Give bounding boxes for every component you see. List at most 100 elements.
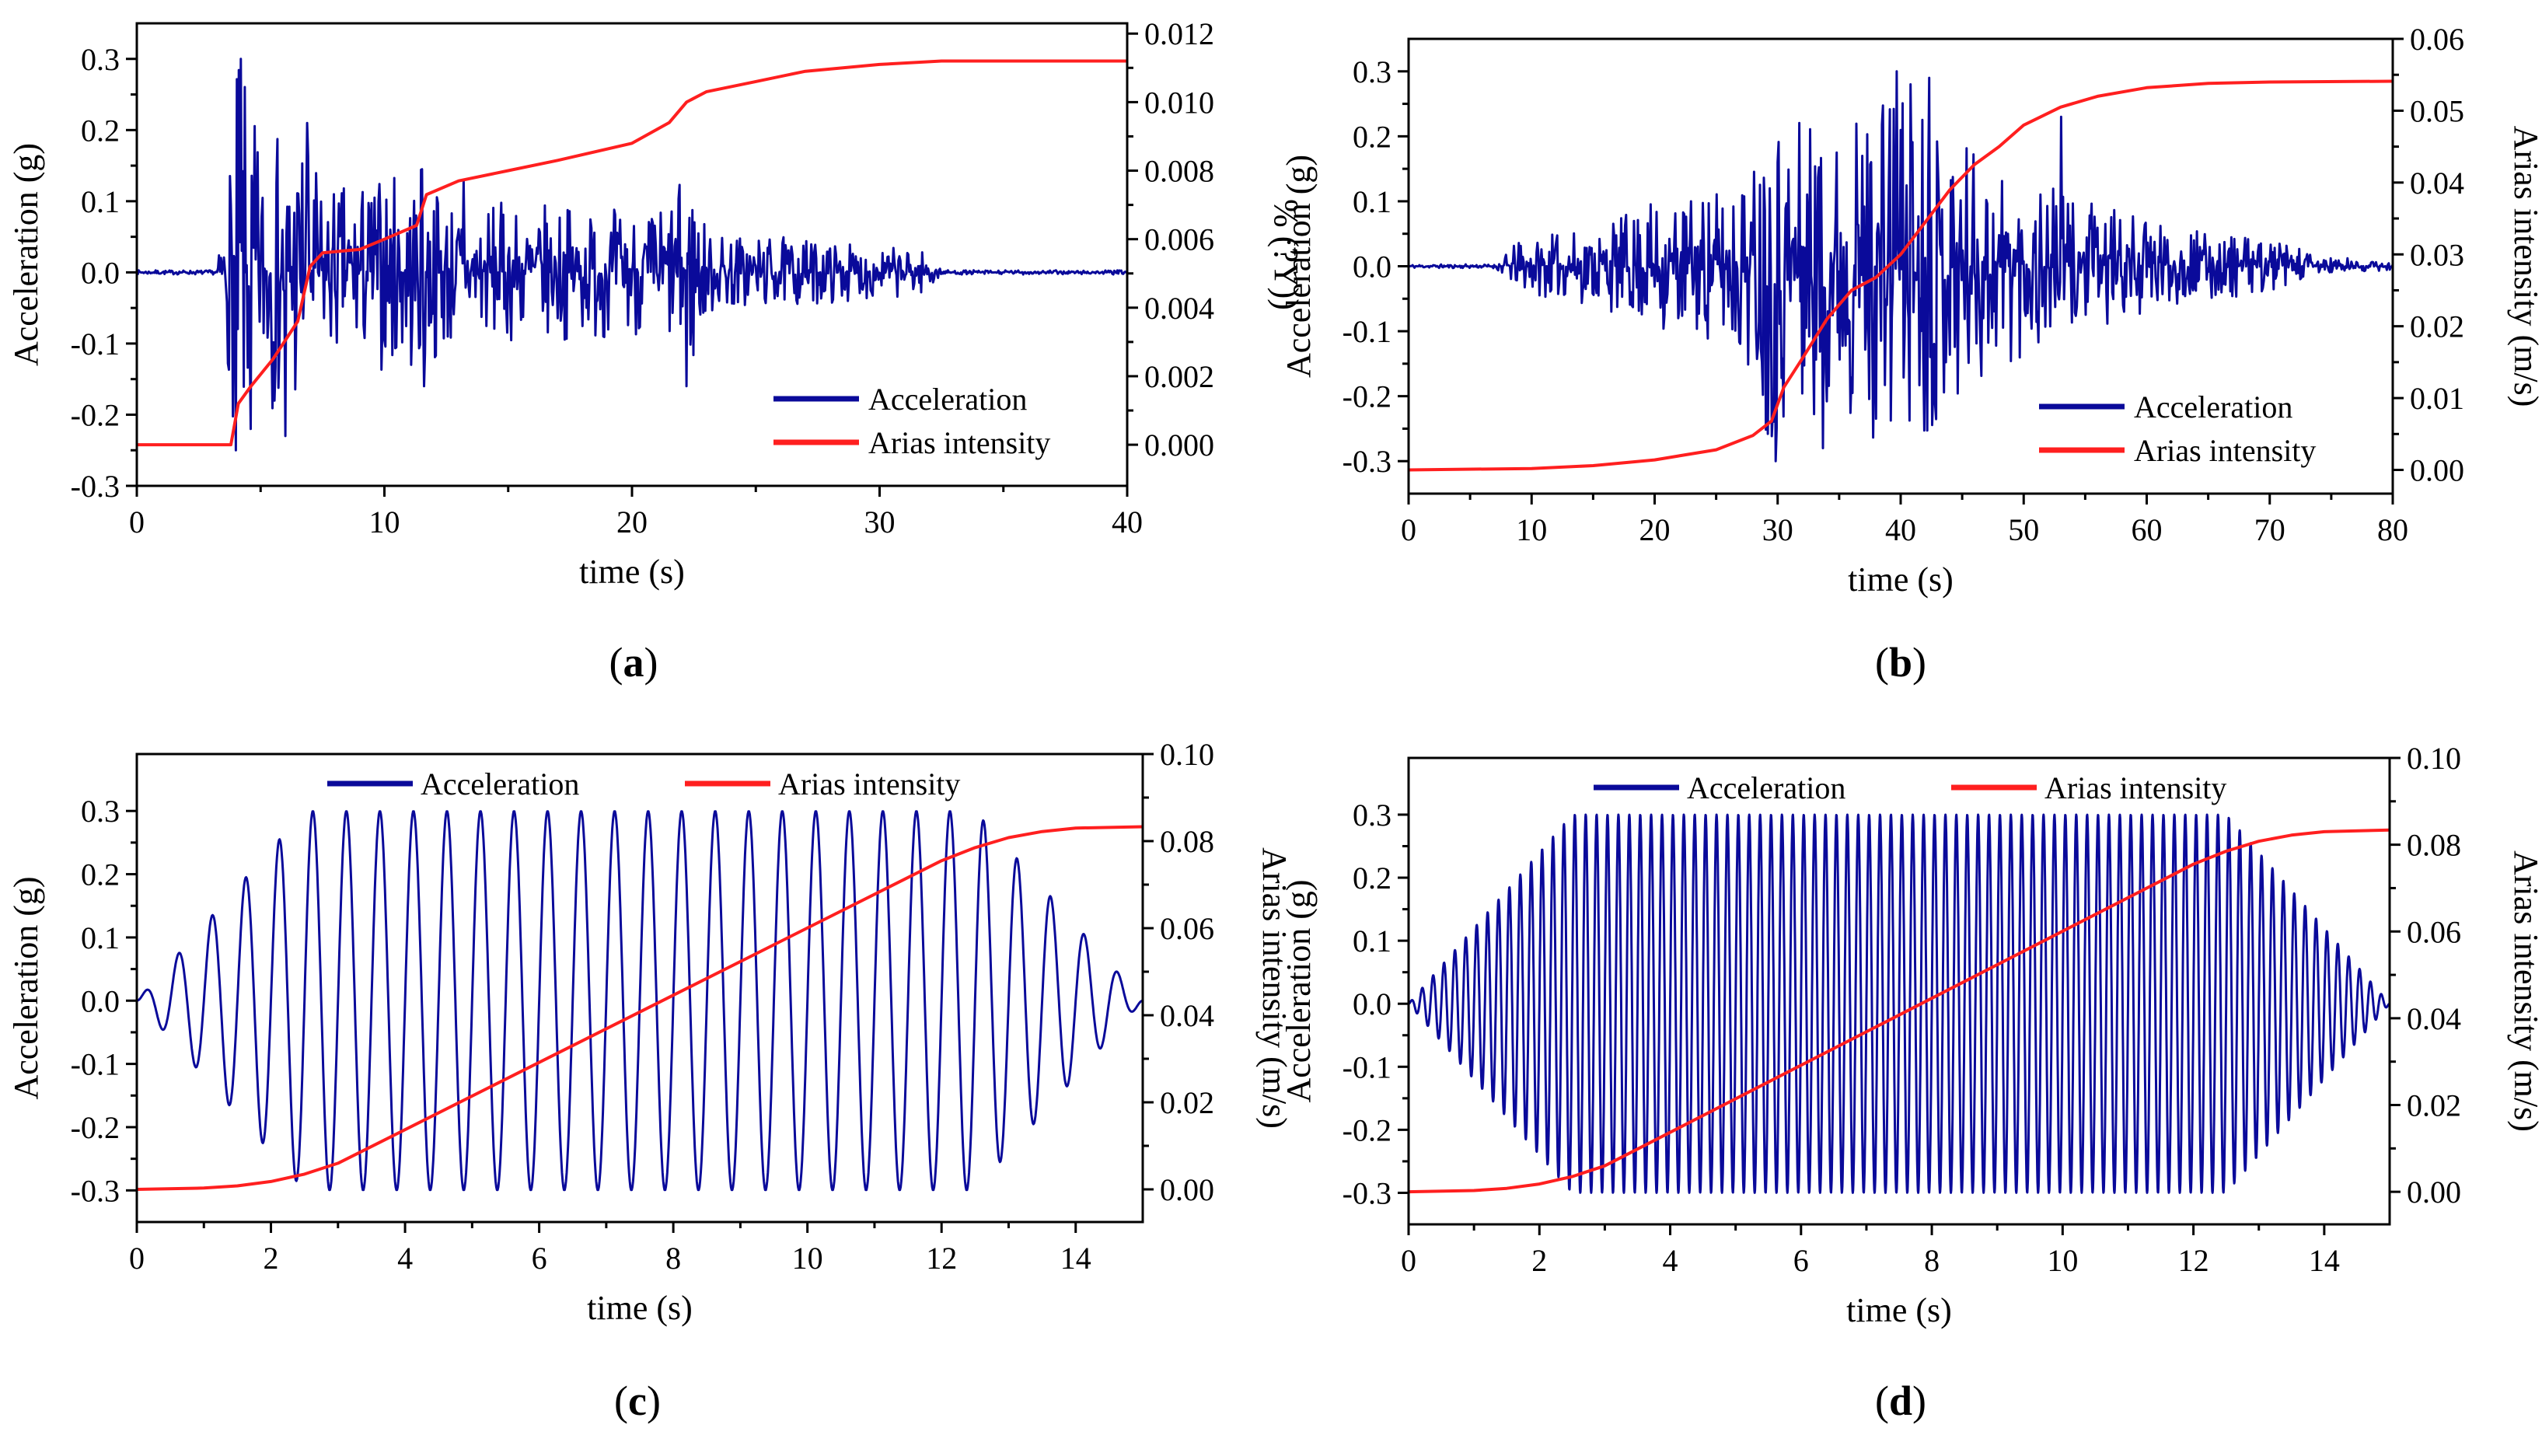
panel-caption: (a) — [609, 639, 658, 686]
panel-caption: (d) — [1875, 1377, 1926, 1424]
y2-tick-label: 0.006 — [1144, 222, 1214, 257]
x-tick-label: 14 — [2309, 1243, 2340, 1278]
x-axis-label: time (s) — [579, 553, 685, 591]
y-tick-label: 0.3 — [81, 794, 120, 829]
y2-tick-label: 0.10 — [2407, 741, 2461, 776]
y2-tick-label: 0.02 — [1160, 1085, 1214, 1120]
x-tick-label: 0 — [129, 1241, 145, 1276]
x-tick-label: 0 — [1401, 1243, 1416, 1278]
y2-tick-label: 0.002 — [1144, 359, 1214, 394]
y-tick-label: -0.1 — [1343, 314, 1391, 349]
y2-tick-label: 0.05 — [2410, 93, 2464, 128]
y-tick-label: -0.1 — [71, 1047, 120, 1082]
y-tick-label: 0.3 — [1353, 798, 1391, 833]
x-tick-label: 4 — [1663, 1243, 1678, 1278]
series-line-acceleration — [137, 810, 1143, 1192]
y2-tick-label: 0.06 — [2410, 22, 2464, 57]
y2-tick-label: 0.03 — [2410, 237, 2464, 272]
x-tick-label: 0 — [129, 505, 145, 539]
x-axis-label: time (s) — [587, 1289, 693, 1327]
y-tick-label: 0.0 — [1353, 250, 1391, 285]
legend-label: Arias intensity — [2134, 433, 2316, 468]
y-tick-label: -0.2 — [1343, 379, 1391, 414]
x-tick-label: 0 — [1401, 512, 1416, 547]
legend-acceleration: Acceleration — [773, 382, 1027, 417]
y2-tick-label: 0.00 — [2407, 1175, 2461, 1210]
y2-tick-label: 0.04 — [2410, 166, 2464, 201]
x-tick-label: 10 — [369, 505, 400, 539]
legend-label: Acceleration — [421, 766, 579, 801]
x-axis-label: time (s) — [1846, 1291, 1952, 1329]
x-tick-label: 8 — [1924, 1243, 1940, 1278]
y-tick-label: 0.2 — [1353, 861, 1391, 896]
x-axis-label: time (s) — [1848, 560, 1954, 599]
y2-tick-label: 0.02 — [2410, 309, 2464, 344]
y-tick-label: -0.1 — [71, 326, 120, 361]
x-tick-label: 50 — [2008, 512, 2039, 547]
y2-tick-label: 0.01 — [2410, 381, 2464, 416]
y-tick-label: 0.2 — [81, 857, 120, 892]
y-tick-label: 0.0 — [81, 255, 120, 290]
x-tick-label: 80 — [2377, 512, 2408, 547]
y2-tick-label: 0.08 — [1160, 824, 1214, 859]
panel-b: 0 10 20 30 40 50 60 70 80 -0.3 -0.2 -0.1 0.0 0.1 0.2 0.… — [1280, 22, 2542, 686]
legend-label: Acceleration — [2134, 389, 2292, 424]
legend-label: Arias intensity — [868, 425, 1050, 460]
y-tick-label: 0.1 — [1353, 184, 1391, 219]
y2-axis-label: Arias intensity (m/s) — [1255, 847, 1294, 1129]
y2-tick-label: 0.008 — [1144, 154, 1214, 189]
x-tick-label: 12 — [2178, 1243, 2209, 1278]
y2-tick-label: 0.004 — [1144, 291, 1214, 326]
x-tick-label: 8 — [665, 1241, 681, 1276]
series-line-arias-intensity — [1409, 79, 2393, 472]
y-tick-label: -0.2 — [1343, 1112, 1391, 1147]
y2-axis-label: Arias intensity (m/s) — [2507, 126, 2542, 407]
panel-a: 0 10 20 30 40 -0.3 -0.2 -0.1 0.0 0.1 0.2 0.3 0.000 0.… — [7, 16, 1305, 686]
legend-acceleration: Acceleration — [1594, 770, 1845, 805]
y-tick-label: 0.1 — [81, 920, 120, 955]
legend-arias-intensity: Arias intensity — [685, 766, 960, 801]
legend-label: Acceleration — [868, 382, 1027, 417]
series-line-arias-intensity — [137, 825, 1143, 1191]
panel-caption: (b) — [1875, 639, 1926, 686]
x-tick-label: 6 — [1793, 1243, 1809, 1278]
panel-d: 0 2 4 6 8 10 12 14 -0.3 -0.2 -0.1 0.0 0.1 0.2 0.3 0.00 0… — [1280, 741, 2542, 1424]
x-tick-label: 70 — [2254, 512, 2285, 547]
y2-tick-label: 0.06 — [1160, 911, 1214, 946]
y2-tick-label: 0.000 — [1144, 428, 1214, 463]
y2-tick-label: 0.04 — [1160, 998, 1214, 1033]
y-tick-label: 0.1 — [81, 184, 120, 219]
y-tick-label: 0.1 — [1353, 924, 1391, 958]
y-tick-label: 0.0 — [81, 983, 120, 1018]
y2-tick-label: 0.06 — [2407, 914, 2461, 949]
y-tick-label: 0.2 — [81, 113, 120, 148]
y2-tick-label: 0.08 — [2407, 828, 2461, 863]
x-tick-label: 60 — [2132, 512, 2163, 547]
y-tick-label: -0.3 — [1343, 444, 1391, 479]
x-tick-label: 12 — [926, 1241, 957, 1276]
legend-label: Acceleration — [1687, 770, 1845, 805]
x-tick-label: 30 — [864, 505, 896, 539]
y2-tick-label: 0.10 — [1160, 737, 1214, 772]
y-tick-label: -0.3 — [1343, 1175, 1391, 1210]
series-line-acceleration — [137, 58, 1127, 452]
x-tick-label: 40 — [1112, 505, 1143, 539]
x-tick-label: 10 — [792, 1241, 823, 1276]
x-tick-label: 20 — [1639, 512, 1671, 547]
y2-axis-label: Arias intensity (m/s) — [2507, 850, 2542, 1132]
y2-tick-label: 0.012 — [1144, 16, 1214, 51]
x-tick-label: 10 — [1516, 512, 1547, 547]
y2-tick-label: 0.00 — [1160, 1172, 1214, 1207]
y2-axis-label: % (?Y)) — [1267, 199, 1305, 310]
x-tick-label: 10 — [2047, 1243, 2078, 1278]
y-tick-label: 0.2 — [1353, 119, 1391, 154]
series-line-arias-intensity — [137, 59, 1127, 447]
y-axis-label: Acceleration (g) — [1280, 155, 1318, 378]
y-tick-label: -0.3 — [71, 1173, 120, 1208]
y-tick-label: -0.2 — [71, 1110, 120, 1145]
x-tick-label: 30 — [1762, 512, 1793, 547]
y2-tick-label: 0.010 — [1144, 85, 1214, 120]
y-axis-label: Acceleration (g) — [7, 876, 45, 1099]
legend-arias-intensity: Arias intensity — [773, 425, 1050, 460]
